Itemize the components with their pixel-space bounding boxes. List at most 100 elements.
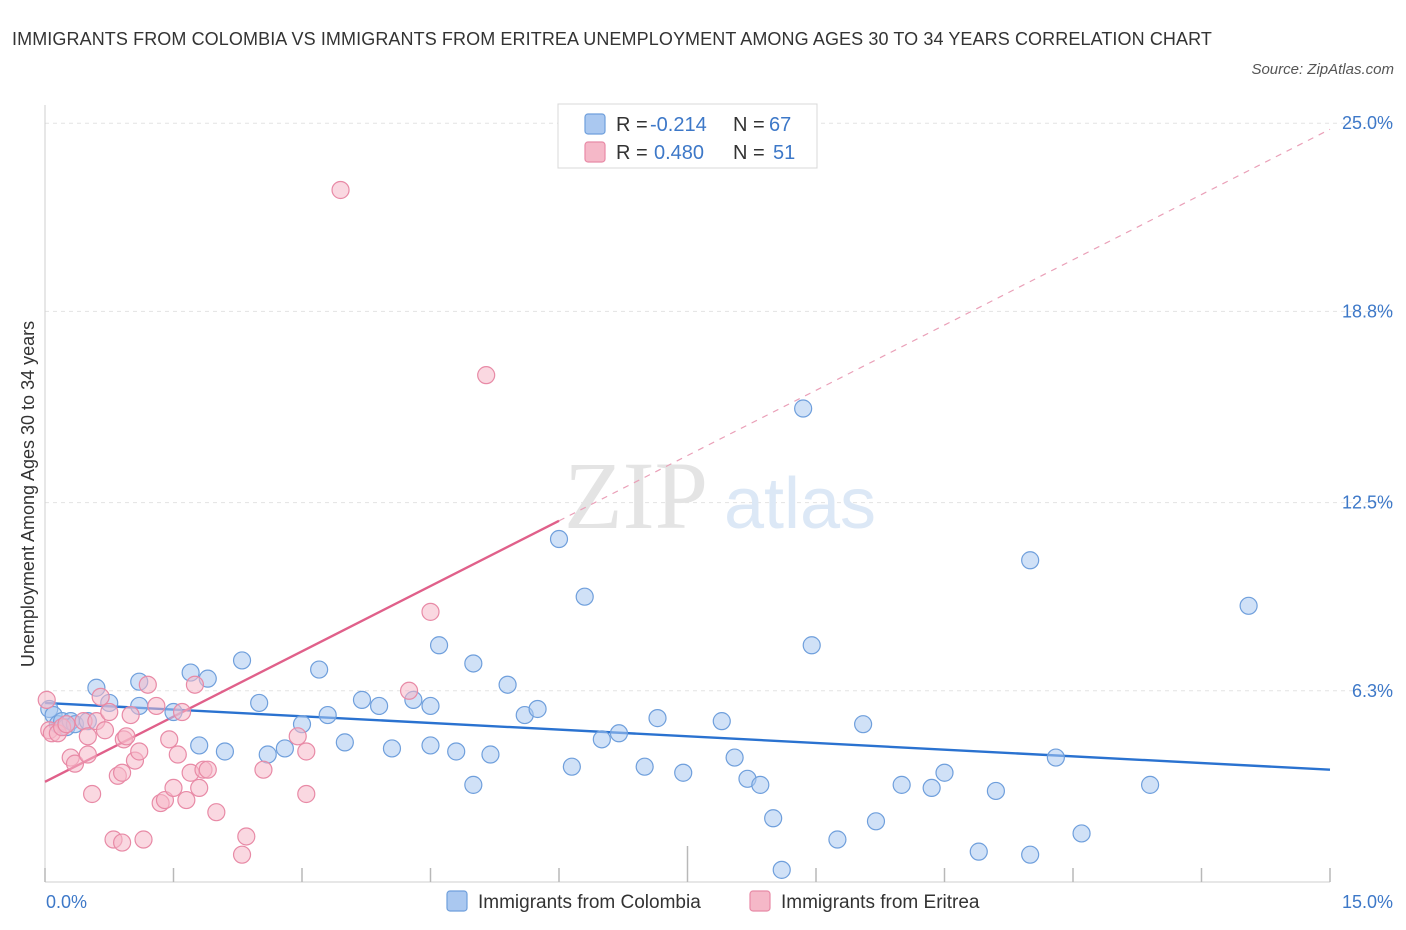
colombia-point: [421, 736, 440, 755]
colombia-point: [549, 529, 569, 549]
eritrea-point: [207, 803, 226, 822]
colombia-point: [674, 763, 693, 782]
colombia-point: [772, 860, 791, 879]
eritrea-point: [421, 602, 440, 621]
y-tick-label: 25.0%: [1342, 113, 1393, 133]
colombia-point: [575, 587, 594, 606]
eritrea-point: [164, 778, 183, 798]
colombia-point: [275, 739, 294, 758]
eritrea-point: [37, 690, 56, 709]
eritrea-point: [91, 687, 110, 706]
bottom-legend-swatch-eritrea: [749, 890, 771, 912]
colombia-point: [481, 745, 500, 764]
colombia-point: [854, 715, 873, 734]
series-legend: Immigrants from Colombia Immigrants from…: [446, 890, 980, 913]
colombia-point: [866, 812, 886, 831]
eritrea-point: [78, 745, 97, 764]
legend-swatch-colombia: [584, 113, 606, 135]
eritrea-trend-extension: [558, 128, 1331, 522]
colombia-point: [429, 636, 449, 655]
legend-n-label-1: N =: [733, 114, 765, 136]
colombia-point: [464, 654, 483, 673]
colombia-point: [190, 736, 209, 755]
colombia-point: [794, 399, 813, 418]
eritrea-point: [100, 702, 119, 722]
colombia-point: [969, 842, 988, 861]
legend-r-value-2: 0.480: [654, 142, 704, 164]
eritrea-point: [83, 784, 102, 804]
legend-r-label-2: R =: [616, 142, 648, 164]
watermark-atlas: atlas: [724, 464, 876, 544]
bottom-legend-label-eritrea: Immigrants from Eritrea: [781, 892, 980, 913]
colombia-point: [250, 693, 269, 713]
eritrea-point: [190, 778, 209, 798]
legend-r-label-1: R =: [616, 114, 648, 136]
colombia-point: [258, 745, 277, 764]
eritrea-point: [237, 827, 256, 846]
colombia-point: [648, 709, 667, 728]
colombia-point: [528, 699, 547, 719]
data-points: [37, 180, 1258, 879]
colombia-point: [1072, 824, 1091, 843]
y-tick-label: 18.8%: [1342, 301, 1393, 321]
eritrea-point: [477, 366, 496, 385]
eritrea-point: [172, 702, 192, 722]
eritrea-point: [57, 715, 76, 734]
colombia-point: [592, 730, 611, 749]
eritrea-point: [399, 681, 419, 700]
eritrea-point: [112, 833, 132, 852]
eritrea-point: [121, 705, 140, 725]
legend-n-value-1: 67: [769, 114, 791, 136]
eritrea-point: [138, 675, 157, 694]
eritrea-point: [78, 727, 97, 746]
colombia-point: [1021, 845, 1040, 864]
eritrea-point: [297, 784, 316, 804]
colombia-point: [1140, 775, 1160, 794]
colombia-point: [764, 809, 783, 828]
watermark: ZIP atlas: [564, 442, 876, 549]
colombia-point: [802, 636, 821, 655]
y-axis-title: Unemployment Among Ages 30 to 34 years: [18, 321, 38, 667]
colombia-trend-line: [44, 701, 1331, 771]
colombia-point: [352, 690, 372, 709]
colombia-point: [1046, 748, 1065, 767]
eritrea-point: [168, 745, 187, 764]
colombia-point: [335, 733, 354, 752]
eritrea-point: [160, 730, 179, 749]
eritrea-point: [117, 727, 136, 746]
x-axis-label-left: 0.0%: [46, 892, 87, 912]
trend-lines: [44, 128, 1331, 783]
y-tick-labels: 6.3% 12.5% 18.8% 25.0%: [1342, 113, 1393, 701]
legend-swatch-eritrea: [584, 141, 606, 163]
colombia-point: [310, 660, 329, 679]
colombia-point: [562, 757, 581, 776]
colombia-point: [828, 830, 847, 849]
eritrea-point: [331, 180, 350, 200]
y-tick-label: 6.3%: [1352, 681, 1393, 701]
colombia-point: [421, 696, 440, 716]
colombia-point: [609, 724, 629, 743]
colombia-point: [382, 739, 402, 758]
legend-n-value-2: 51: [773, 142, 795, 164]
grid-lines: [45, 122, 1395, 692]
colombia-point: [635, 757, 654, 776]
colombia-point: [1239, 596, 1258, 615]
colombia-point: [447, 742, 466, 761]
eritrea-point: [112, 763, 132, 782]
eritrea-point: [232, 845, 252, 864]
colombia-point: [922, 778, 941, 798]
x-axis-label-right: 15.0%: [1342, 892, 1393, 912]
legend-r-value-1: -0.214: [650, 114, 707, 136]
eritrea-point: [288, 727, 307, 746]
colombia-point: [892, 775, 911, 794]
eritrea-point: [185, 675, 205, 694]
watermark-zip: ZIP: [564, 442, 708, 549]
eritrea-point: [134, 830, 153, 849]
eritrea-point: [177, 790, 196, 810]
eritrea-point: [254, 760, 273, 779]
source-label: Source: ZipAtlas.com: [1251, 61, 1394, 78]
colombia-point: [318, 705, 337, 725]
colombia-point: [464, 775, 483, 794]
chart-title: IMMIGRANTS FROM COLOMBIA VS IMMIGRANTS F…: [12, 29, 1213, 49]
